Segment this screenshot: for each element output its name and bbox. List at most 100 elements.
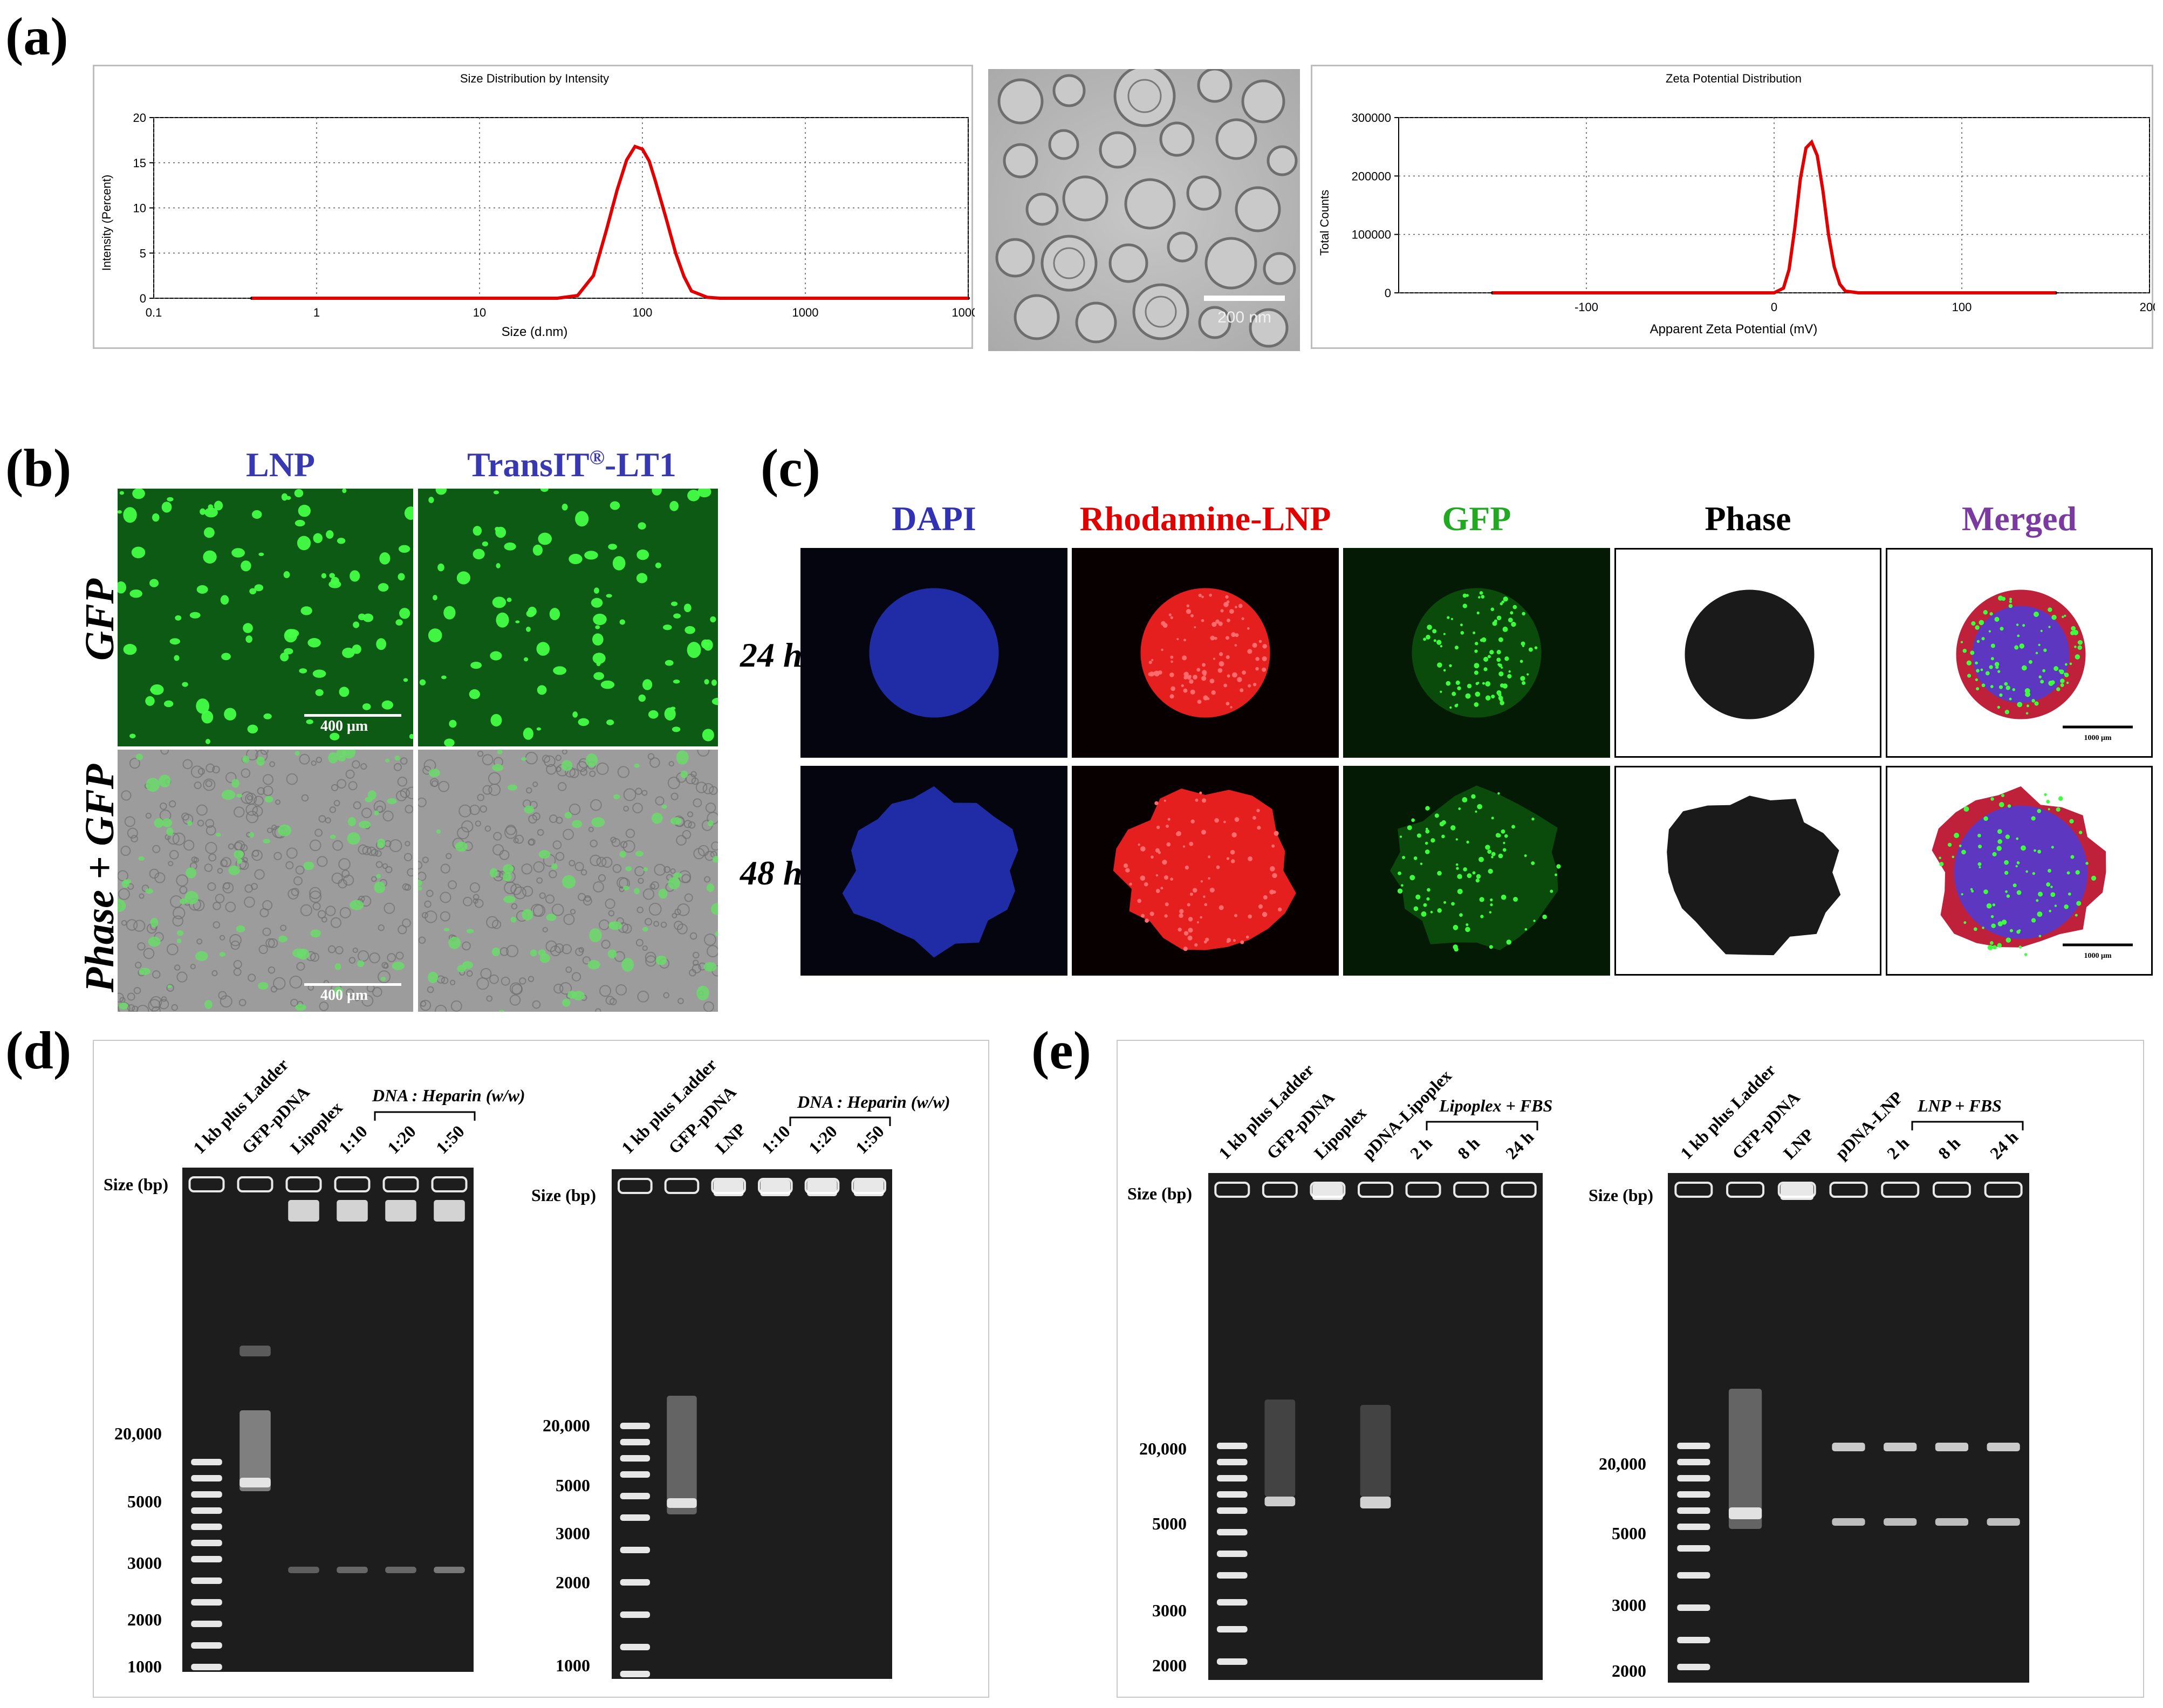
phase-cell — [229, 934, 242, 946]
merged-core — [1972, 606, 2070, 703]
c-col-gfp: GFP — [1442, 499, 1511, 538]
gfp-cell — [436, 829, 441, 834]
gfp-cell — [347, 832, 360, 845]
phase-cell — [337, 779, 347, 789]
phase-cell — [418, 861, 423, 870]
phase-cell — [167, 832, 180, 845]
phase-cell — [136, 1005, 149, 1012]
fluorescent-spot — [1182, 655, 1187, 661]
gel-band — [1216, 1626, 1248, 1632]
gfp-cell — [215, 833, 221, 837]
gel-band — [1677, 1664, 1710, 1670]
fluorescent-spot — [1202, 663, 1206, 667]
gel-well — [1501, 1182, 1537, 1198]
fluorescent-spot — [1257, 826, 1261, 830]
phase-cell — [674, 921, 683, 930]
fluorescent-spot — [1248, 914, 1252, 919]
gel-band — [1677, 1572, 1710, 1579]
fluorescent-spot — [1511, 825, 1515, 829]
phase-cell — [649, 883, 656, 889]
gfp-cell — [711, 697, 718, 705]
gfp-cell — [146, 778, 160, 792]
fluorescent-spot — [1992, 903, 1996, 907]
fluorescent-spot — [1234, 817, 1240, 822]
gfp-cell — [328, 752, 338, 764]
phase-cell — [477, 793, 484, 801]
phase-cell — [542, 754, 550, 763]
fluorescent-spot — [1475, 691, 1481, 697]
fluorescent-spot — [1223, 602, 1229, 607]
gel-band — [191, 1642, 222, 1649]
gfp-cell — [376, 874, 381, 879]
phase-cell — [450, 1000, 462, 1012]
fluorescent-spot — [2025, 870, 2028, 873]
fluorescent-spot — [1498, 671, 1504, 677]
phase-cell — [335, 946, 344, 955]
gfp-cell — [551, 863, 558, 870]
phase-cell — [133, 920, 146, 932]
d-gel1-bracket — [374, 1111, 476, 1121]
gel-band — [1677, 1545, 1710, 1552]
phase-cell — [149, 868, 160, 879]
fluorescent-spot — [2054, 666, 2059, 671]
fluorescent-spot — [1201, 676, 1207, 681]
phase-cell — [382, 863, 388, 869]
bp-label: 2000 — [127, 1610, 162, 1629]
phase-cell — [400, 757, 408, 765]
fluorescent-spot — [2016, 837, 2019, 840]
phase-cell — [233, 968, 242, 976]
gfp-cell — [295, 751, 300, 756]
fluorescent-spot — [1455, 838, 1458, 841]
c-spheroid-svg — [1389, 785, 1561, 952]
fluorescent-spot — [2009, 697, 2012, 701]
e-gel2-bands — [1674, 1182, 2023, 1670]
gfp-cell — [525, 626, 531, 632]
phase-cell — [213, 921, 221, 929]
phase-cell — [532, 1000, 541, 1009]
phase-cell — [704, 934, 716, 946]
fluorescent-spot — [2017, 634, 2020, 637]
phase-cell — [689, 932, 697, 940]
phase-cell — [469, 804, 480, 815]
phase-cell — [667, 777, 680, 790]
fluorescent-spot — [1521, 641, 1525, 646]
fluorescent-spot — [1939, 862, 1944, 867]
fluorescent-spot — [1226, 619, 1230, 622]
c-rhodamine-48h-image — [1072, 766, 1339, 976]
phase-cell — [528, 814, 538, 824]
fluorescent-spot — [1415, 894, 1421, 900]
d-gel1-bracket-label: DNA : Heparin (w/w) — [372, 1086, 525, 1105]
panel-label-e: (e) — [1031, 1020, 1091, 1080]
fluorescent-spot — [1997, 921, 2003, 927]
fluorescent-spot — [2046, 882, 2051, 887]
phase-cell — [521, 863, 532, 875]
phase-cell — [506, 944, 519, 957]
c-rhodamine-24h-image — [1072, 548, 1339, 758]
gfp-cell — [696, 985, 709, 1000]
phase-cell — [173, 907, 186, 920]
b-lnp-gfp-image: 400 μm — [118, 489, 413, 746]
fluorescent-spot — [1485, 695, 1491, 701]
fluorescent-spot — [1258, 904, 1263, 909]
gfp-cell — [334, 963, 341, 970]
fluorescent-spot — [1497, 833, 1501, 838]
fluorescent-spot — [1247, 649, 1252, 654]
tem-vesicles-svg: 200 nm — [988, 69, 1300, 351]
gfp-cell — [608, 544, 617, 550]
phase-cell — [644, 918, 653, 926]
phase-cell — [371, 876, 377, 882]
gfp-cell — [428, 769, 440, 777]
fluorescent-spot — [1985, 671, 1990, 676]
gel-band — [620, 1471, 651, 1478]
gfp-cell — [121, 880, 129, 888]
spheroid — [1667, 795, 1841, 956]
phase-cell — [441, 977, 449, 984]
phase-cell — [499, 849, 510, 860]
gfp-cell — [703, 962, 717, 972]
fluorescent-spot — [1511, 621, 1516, 627]
gfp-cell — [294, 489, 304, 498]
fluorescent-spot — [1227, 938, 1231, 943]
y-tick-label: 200000 — [1352, 169, 1391, 183]
gel-band — [1677, 1604, 1710, 1611]
fluorescent-spot — [2031, 698, 2035, 703]
